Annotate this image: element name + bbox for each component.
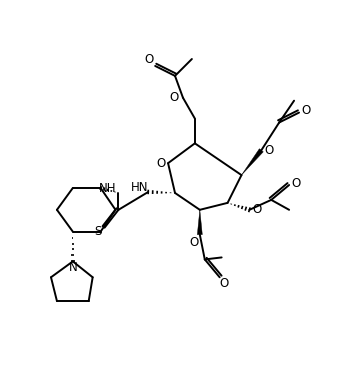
Text: O: O xyxy=(292,177,301,189)
Text: O: O xyxy=(253,203,262,216)
Text: O: O xyxy=(145,54,154,67)
Text: O: O xyxy=(156,157,166,170)
Text: NH: NH xyxy=(99,183,116,195)
Text: O: O xyxy=(265,144,274,157)
Text: O: O xyxy=(301,104,311,117)
Text: O: O xyxy=(189,236,198,249)
Polygon shape xyxy=(241,149,263,175)
Text: S: S xyxy=(94,225,101,238)
Polygon shape xyxy=(197,210,202,235)
Text: N: N xyxy=(68,261,77,274)
Text: HN: HN xyxy=(131,182,148,195)
Text: O: O xyxy=(169,91,179,104)
Text: O: O xyxy=(219,277,228,290)
